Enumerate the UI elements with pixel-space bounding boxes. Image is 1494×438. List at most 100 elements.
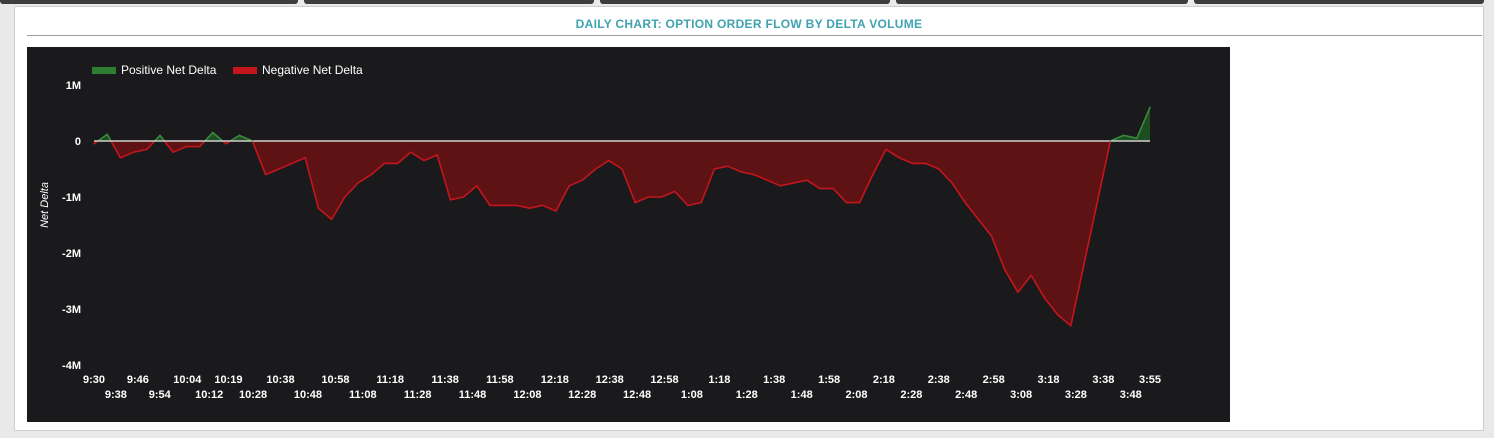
x-tick-label: 10:04 xyxy=(173,374,202,386)
data-point xyxy=(951,182,953,184)
data-point xyxy=(225,143,227,145)
data-point xyxy=(146,148,148,151)
data-point xyxy=(858,201,861,204)
positive-area xyxy=(230,135,253,141)
data-point xyxy=(660,196,663,198)
x-tick-label: 2:58 xyxy=(983,374,1005,386)
x-tick-label: 2:48 xyxy=(955,389,977,401)
data-point xyxy=(779,185,782,187)
data-point xyxy=(938,168,940,170)
legend-label: Positive Net Delta xyxy=(121,63,217,77)
y-tick-label: -2M xyxy=(62,248,81,260)
data-point xyxy=(845,201,848,204)
data-point xyxy=(1030,274,1032,277)
data-point xyxy=(1004,269,1006,271)
top-tab[interactable] xyxy=(896,0,1188,4)
data-point xyxy=(1056,313,1059,316)
data-point xyxy=(1122,134,1125,137)
data-point xyxy=(634,201,636,204)
negative-line xyxy=(251,140,1112,327)
data-point xyxy=(212,131,214,134)
x-tick-label: 3:55 xyxy=(1139,374,1161,386)
data-point xyxy=(198,145,201,148)
data-point xyxy=(383,162,386,165)
data-point xyxy=(713,168,716,170)
data-point xyxy=(172,151,174,153)
data-point xyxy=(977,218,980,221)
x-tick-label: 9:30 xyxy=(83,374,105,386)
x-tick-label: 11:58 xyxy=(486,374,514,386)
y-tick-label: 0 xyxy=(75,136,81,148)
data-point xyxy=(185,145,188,148)
data-point xyxy=(396,162,399,165)
data-point xyxy=(766,179,768,181)
data-point xyxy=(542,204,544,207)
legend-label: Negative Net Delta xyxy=(262,63,363,77)
data-point xyxy=(344,196,346,198)
panel-title: DAILY CHART: OPTION ORDER FLOW BY DELTA … xyxy=(575,17,923,31)
data-point xyxy=(687,204,689,207)
data-point xyxy=(832,187,834,190)
data-point xyxy=(568,185,570,187)
data-point xyxy=(647,196,650,198)
data-point xyxy=(911,162,914,165)
y-tick-label: -1M xyxy=(62,192,81,204)
x-tick-label: 10:28 xyxy=(239,389,267,401)
data-point xyxy=(740,171,742,173)
x-tick-label: 12:18 xyxy=(541,374,569,386)
data-point xyxy=(93,143,95,145)
x-tick-label: 1:38 xyxy=(763,374,785,386)
x-tick-label: 12:58 xyxy=(650,374,678,386)
legend-swatch xyxy=(233,67,257,74)
x-tick-label: 10:38 xyxy=(266,374,294,386)
data-point xyxy=(792,182,795,184)
y-tick-label: -3M xyxy=(62,304,81,316)
x-tick-label: 12:08 xyxy=(513,389,541,401)
x-tick-label: 1:08 xyxy=(681,389,703,401)
data-point xyxy=(119,157,122,159)
data-point xyxy=(990,235,993,237)
y-tick-label: 1M xyxy=(66,80,81,92)
y-tick-label: -4M xyxy=(62,360,81,372)
positive-area xyxy=(204,132,223,141)
x-tick-label: 1:58 xyxy=(818,374,840,386)
data-point xyxy=(1096,201,1098,204)
data-point xyxy=(885,148,887,151)
x-tick-label: 11:28 xyxy=(404,389,432,401)
data-point xyxy=(370,173,373,176)
negative-area xyxy=(252,141,1111,326)
data-point xyxy=(1149,106,1151,109)
top-tab[interactable] xyxy=(600,0,890,4)
top-tab[interactable] xyxy=(1194,0,1484,4)
data-point xyxy=(555,210,557,212)
data-point xyxy=(515,204,518,207)
data-point xyxy=(132,151,135,153)
data-point xyxy=(753,173,755,176)
data-point xyxy=(1136,137,1138,139)
data-point xyxy=(924,162,927,165)
x-tick-label: 10:48 xyxy=(294,389,322,401)
data-point xyxy=(317,207,320,209)
top-tab[interactable] xyxy=(0,0,298,4)
x-tick-label: 10:58 xyxy=(321,374,349,386)
negative-area xyxy=(111,141,155,158)
x-tick-label: 12:38 xyxy=(596,374,624,386)
chart-panel: DAILY CHART: OPTION ORDER FLOW BY DELTA … xyxy=(14,6,1484,431)
data-point xyxy=(159,134,161,137)
data-point xyxy=(423,159,425,162)
data-point xyxy=(502,204,505,207)
positive-line xyxy=(1110,107,1151,142)
positive-area xyxy=(1110,107,1150,141)
data-point xyxy=(1043,297,1046,299)
data-point xyxy=(238,134,240,137)
data-point xyxy=(304,157,307,159)
data-point xyxy=(330,218,333,221)
x-tick-label: 11:18 xyxy=(376,374,404,386)
x-tick-label: 1:48 xyxy=(791,389,813,401)
x-tick-label: 2:38 xyxy=(928,374,950,386)
top-tab[interactable] xyxy=(304,0,594,4)
x-tick-label: 9:54 xyxy=(149,389,172,401)
title-divider xyxy=(27,35,1482,36)
data-point xyxy=(462,196,465,198)
x-tick-label: 12:48 xyxy=(623,389,651,401)
